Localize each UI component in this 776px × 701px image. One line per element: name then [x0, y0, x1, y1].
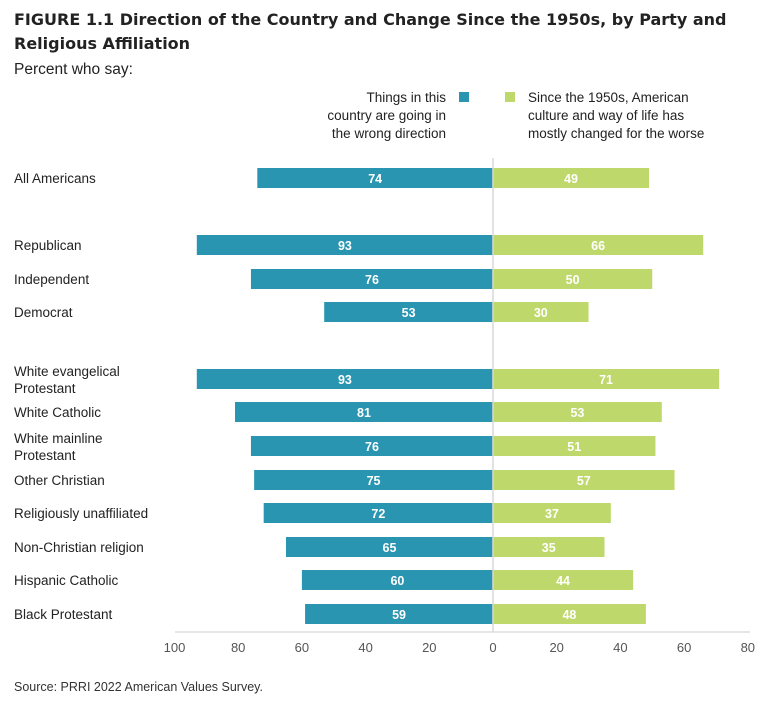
bar-value-label: 51	[567, 440, 581, 454]
x-tick-label: 60	[295, 640, 309, 655]
bar-value-label: 50	[566, 273, 580, 287]
bar-value-label: 30	[534, 306, 548, 320]
bar-wrong-direction	[196, 369, 494, 389]
x-tick-label: 100	[164, 640, 186, 655]
category-label: Independent	[14, 272, 89, 287]
bar-value-label: 74	[368, 172, 382, 186]
bar-value-label: 66	[591, 239, 605, 253]
x-tick-label: 40	[613, 640, 627, 655]
x-tick-label: 0	[489, 640, 496, 655]
legend-swatch-changed-for-worse	[505, 92, 515, 102]
bar-value-label: 72	[371, 507, 385, 521]
category-label: All Americans	[14, 171, 96, 186]
bar-changed-for-worse	[493, 369, 720, 389]
x-tick-label: 40	[358, 640, 372, 655]
bar-value-label: 53	[570, 406, 584, 420]
category-label: White evangelical Protestant	[14, 364, 120, 396]
bar-value-label: 57	[577, 474, 591, 488]
category-label: Black Protestant	[14, 607, 113, 622]
category-label: Religiously unaffiliated	[14, 506, 148, 521]
bar-wrong-direction	[257, 168, 493, 188]
bar-changed-for-worse	[493, 503, 611, 523]
bar-wrong-direction	[250, 436, 493, 456]
bar-value-label: 48	[562, 608, 576, 622]
x-tick-label: 60	[677, 640, 691, 655]
bar-changed-for-worse	[493, 604, 646, 624]
bar-wrong-direction	[196, 235, 494, 255]
bar-value-label: 93	[338, 239, 352, 253]
bar-wrong-direction	[263, 503, 493, 523]
x-tick-label: 80	[231, 640, 245, 655]
bar-changed-for-worse	[493, 570, 634, 590]
bar-value-label: 53	[402, 306, 416, 320]
x-tick-label: 20	[549, 640, 563, 655]
x-tick-label: 80	[741, 640, 755, 655]
bar-value-label: 76	[365, 273, 379, 287]
source-note: Source: PRRI 2022 American Values Survey…	[14, 680, 263, 694]
bar-wrong-direction	[324, 302, 493, 322]
category-label: White mainline Protestant	[14, 431, 103, 463]
bar-changed-for-worse	[493, 436, 656, 456]
category-label: Democrat	[14, 305, 73, 320]
bar-value-label: 35	[542, 541, 556, 555]
category-label: Hispanic Catholic	[14, 573, 119, 588]
bar-wrong-direction	[305, 604, 493, 624]
bar-changed-for-worse	[493, 168, 650, 188]
chart-title: FIGURE 1.1 Direction of the Country and …	[14, 10, 727, 53]
legend-left-label: Things in this country are going in the …	[327, 90, 446, 141]
bar-value-label: 37	[545, 507, 559, 521]
bar-value-label: 93	[338, 373, 352, 387]
legend-right-label: Since the 1950s, American culture and wa…	[528, 90, 705, 141]
bar-wrong-direction	[301, 570, 493, 590]
bar-changed-for-worse	[493, 470, 675, 490]
category-label: White Catholic	[14, 405, 101, 420]
bar-value-label: 60	[390, 574, 404, 588]
bar-changed-for-worse	[493, 269, 653, 289]
bar-changed-for-worse	[493, 402, 662, 422]
chart-subtitle: Percent who say:	[14, 61, 133, 78]
category-label: Non-Christian religion	[14, 540, 144, 555]
bar-wrong-direction	[285, 537, 493, 557]
bar-value-label: 71	[599, 373, 613, 387]
bar-value-label: 75	[367, 474, 381, 488]
bar-value-label: 59	[392, 608, 406, 622]
category-label: Republican	[14, 238, 82, 253]
bar-wrong-direction	[254, 470, 493, 490]
bar-value-label: 81	[357, 406, 371, 420]
bar-wrong-direction	[235, 402, 493, 422]
bar-value-label: 65	[383, 541, 397, 555]
bar-value-label: 49	[564, 172, 578, 186]
bar-wrong-direction	[250, 269, 493, 289]
bar-value-label: 44	[556, 574, 570, 588]
category-label: Other Christian	[14, 473, 105, 488]
bar-changed-for-worse	[493, 537, 605, 557]
legend-swatch-wrong-direction	[459, 92, 469, 102]
x-tick-label: 20	[422, 640, 436, 655]
bar-changed-for-worse	[493, 235, 704, 255]
bar-changed-for-worse	[493, 302, 589, 322]
bar-value-label: 76	[365, 440, 379, 454]
